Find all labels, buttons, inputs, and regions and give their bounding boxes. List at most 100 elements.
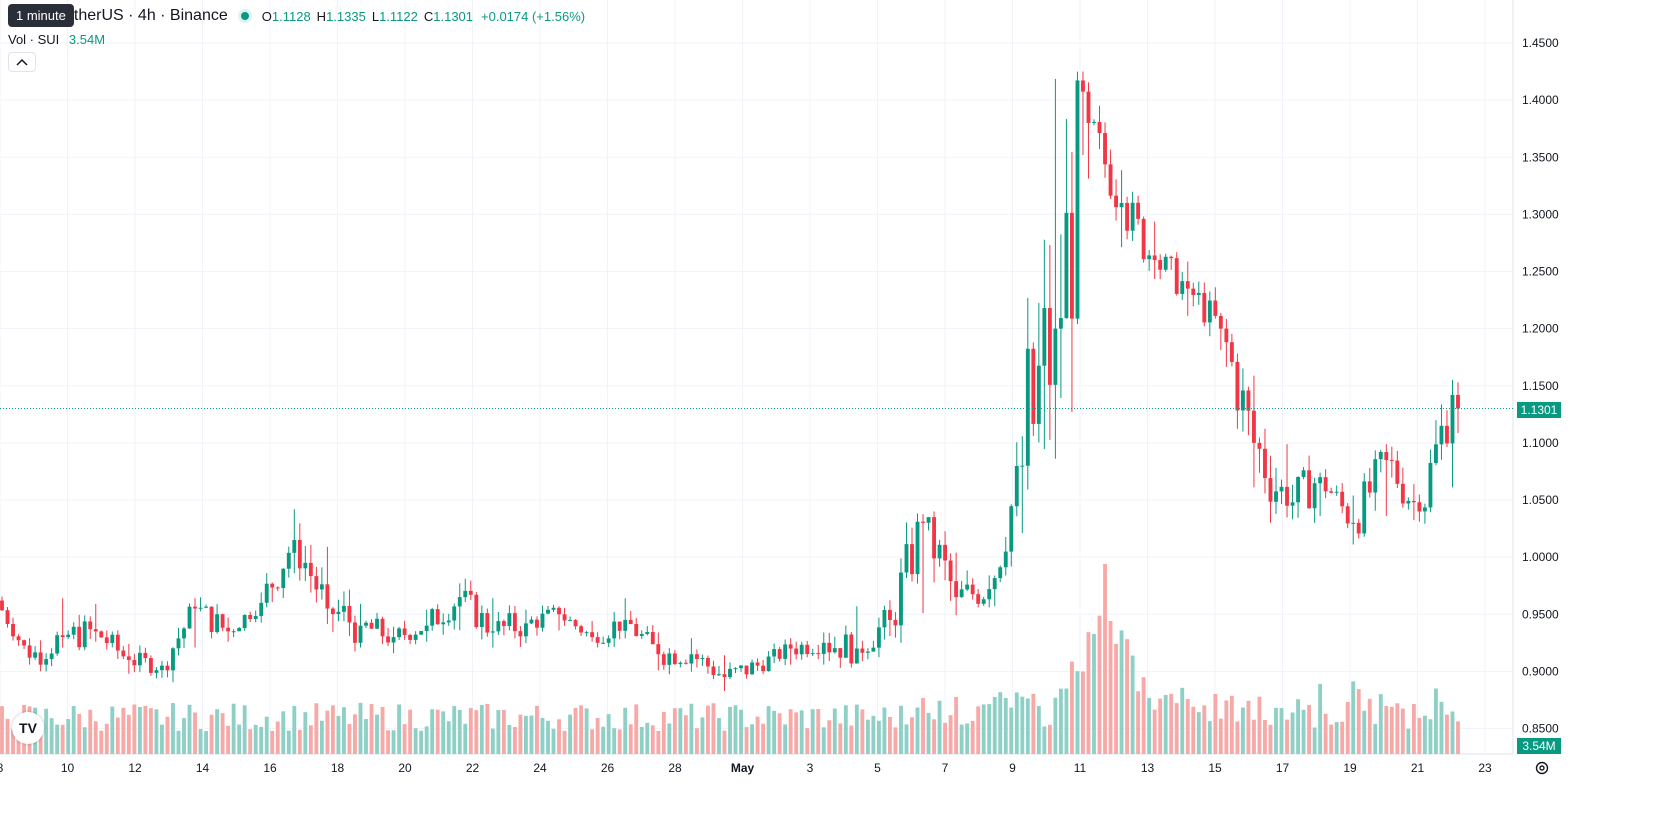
candle-body [1097, 121, 1102, 134]
candle-body [209, 606, 214, 633]
candle-body [121, 650, 126, 657]
candle-body [137, 652, 142, 666]
candle-body [193, 606, 197, 609]
candle-body [259, 602, 264, 617]
candle-body [987, 589, 992, 600]
volume-bar [126, 714, 131, 754]
volume-bar [154, 709, 159, 754]
candle-body [678, 662, 683, 665]
time-tick-label: 11 [1074, 761, 1087, 775]
volume-bar [1207, 721, 1212, 754]
volume-bar [810, 709, 815, 754]
volume-bar [220, 713, 225, 754]
volume-bar [959, 724, 964, 754]
candle-body [16, 636, 21, 641]
volume-bar [303, 712, 308, 754]
volume-bar [601, 726, 606, 754]
gear-icon[interactable] [1534, 760, 1550, 776]
volume-bar [943, 722, 948, 754]
tradingview-logo-icon[interactable]: TV [12, 712, 44, 744]
volume-bar [1180, 687, 1185, 754]
volume-bar [132, 704, 137, 754]
volume-bar [1108, 621, 1113, 754]
volume-bar [397, 704, 402, 754]
candle-body [1439, 425, 1444, 445]
candle-body [402, 628, 407, 635]
candle-body [810, 653, 815, 655]
volume-bar [336, 715, 341, 754]
volume-bar [899, 705, 903, 754]
volume-bar [1400, 708, 1405, 754]
time-tick-label: 15 [1208, 761, 1222, 775]
volume-bar [1009, 707, 1014, 754]
candle-body [1417, 502, 1422, 512]
volume-bar [237, 724, 242, 754]
candle-body [1456, 394, 1460, 409]
candle-body [314, 576, 319, 590]
volume-bar [1125, 639, 1130, 754]
volume-bar [1092, 633, 1096, 754]
volume-bar [435, 709, 440, 754]
candle-body [518, 631, 523, 637]
volume-bar [1312, 727, 1317, 754]
candle-body [1351, 522, 1356, 524]
volume-bar [1014, 692, 1019, 754]
volume-bar [1114, 643, 1118, 754]
grid-lines [0, 0, 1514, 755]
volume-bar [733, 705, 738, 754]
volume-bar [386, 730, 390, 754]
candle-body [242, 614, 247, 629]
price-tick-label: 1.0000 [1522, 550, 1559, 564]
candle-body [628, 619, 633, 624]
volume-bar [728, 706, 732, 754]
volume-bar [1202, 705, 1207, 754]
candle-body [1340, 491, 1345, 507]
volume-bar [1152, 709, 1157, 754]
volume-bar [82, 727, 87, 754]
high-key: H [316, 8, 327, 24]
last-volume-label: 3.54M [1517, 738, 1561, 754]
symbol-title[interactable]: etherUS · 4h · Binance [65, 7, 228, 24]
volume-bar [1268, 724, 1273, 754]
volume-bar [1003, 697, 1008, 754]
volume-bar [160, 724, 164, 754]
collapse-legend-button[interactable] [8, 52, 36, 72]
volume-legend[interactable]: Vol · SUI 3.54M [8, 32, 105, 47]
candle-body [27, 645, 32, 658]
candle-body [1058, 318, 1063, 329]
volume-bar [110, 706, 115, 754]
volume-bar [1406, 728, 1411, 754]
volume-bar [1367, 698, 1372, 754]
volume-bar [165, 716, 170, 754]
volume-bar [1384, 705, 1389, 754]
chevron-up-icon [16, 58, 28, 66]
candle-body [1009, 506, 1014, 552]
candle-body [485, 613, 490, 633]
candle-body [1224, 328, 1229, 343]
candle-body [612, 621, 617, 639]
candle-body [490, 631, 495, 633]
candle-body [308, 562, 313, 577]
candle-body [336, 611, 341, 615]
candle-body [1312, 483, 1317, 509]
candle-body [380, 618, 385, 637]
time-tick-label: 17 [1276, 761, 1290, 775]
volume-bar [270, 730, 275, 754]
candle-body [540, 613, 545, 628]
volume-bar [1235, 721, 1240, 754]
volume-bar [1042, 726, 1047, 754]
candle-body [204, 606, 208, 608]
time-tick-label: 3 [807, 761, 814, 775]
candle-body [1301, 470, 1306, 477]
volume-bar [1103, 564, 1107, 754]
volume-bar [606, 714, 611, 754]
candle-body [590, 632, 595, 638]
time-tick-label: May [731, 761, 755, 775]
candle-body [253, 616, 258, 620]
volume-bar [253, 724, 258, 754]
volume-bar [44, 708, 49, 754]
candle-body [860, 648, 865, 653]
candle-body [99, 631, 104, 638]
candle-body [1053, 328, 1058, 385]
